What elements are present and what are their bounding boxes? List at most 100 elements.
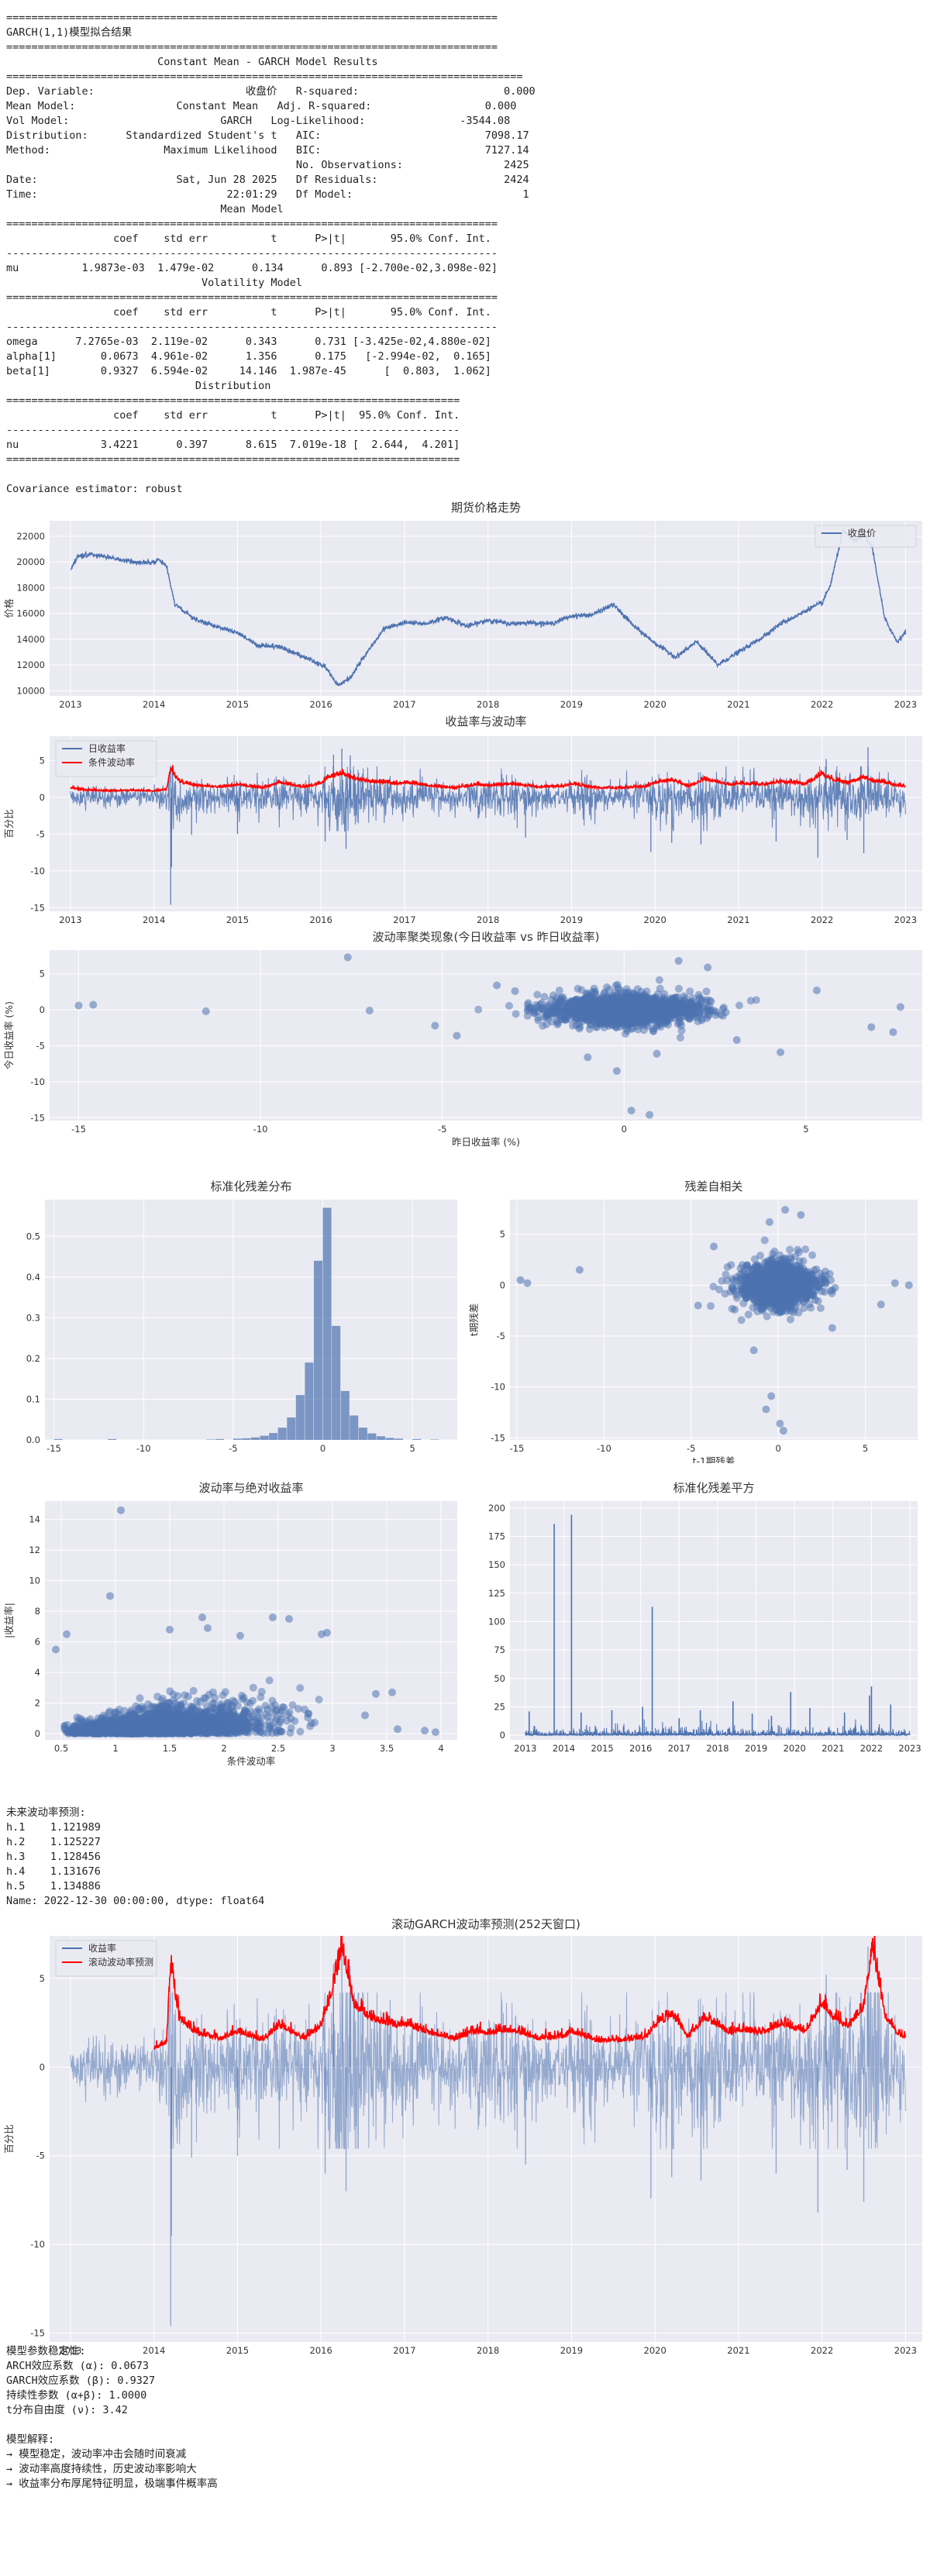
scatter-point (777, 1308, 785, 1317)
plot-marks (74, 953, 904, 1119)
scatter-point (718, 1276, 726, 1285)
scatter-point (728, 1275, 736, 1283)
scatter-point (808, 1251, 817, 1259)
garch-report-line: omega 7.2765e-03 2.119e-02 0.343 0.731 [… (6, 336, 491, 348)
x-tick-label: -15 (46, 1443, 61, 1454)
garch-report-line: ========================================… (6, 71, 523, 83)
y-tick-label: -15 (491, 1432, 505, 1443)
scatter-point-outlier (704, 963, 712, 972)
scatter-point (553, 1007, 561, 1015)
scatter-point (629, 990, 638, 998)
x-tick-label: 2020 (644, 914, 666, 925)
x-tick-label: -10 (136, 1443, 151, 1454)
x-tick-label: 2019 (560, 914, 583, 925)
legend-box (55, 740, 157, 777)
scatter-point (617, 1013, 625, 1021)
y-tick-label: 5 (40, 755, 45, 766)
scatter-point (722, 1008, 730, 1017)
y-tick-label: 5 (40, 969, 45, 980)
x-tick-label: 5 (803, 1124, 808, 1135)
histogram-bar (251, 1437, 260, 1440)
y-tick-label: 0.4 (26, 1272, 40, 1283)
scatter-point (709, 1283, 718, 1291)
y-tick-label: -10 (491, 1382, 505, 1393)
scatter-point (780, 1300, 789, 1308)
x-tick-label: 2014 (143, 914, 165, 925)
scatter-point (686, 987, 694, 996)
x-tick-label: -15 (510, 1443, 525, 1454)
x-tick-label: 2014 (143, 699, 165, 710)
histogram-bar (376, 1436, 385, 1440)
plot-marks (516, 1206, 913, 1435)
scatter-point (628, 1017, 636, 1025)
scatter-point (795, 1248, 803, 1256)
x-tick-label: 2021 (727, 914, 749, 925)
chart-title: 残差自相关 (684, 1180, 742, 1193)
x-tick-label: 2016 (310, 699, 332, 710)
price-series-line (70, 528, 907, 687)
legend-label: 收盘价 (848, 527, 876, 539)
scatter-point (593, 1010, 601, 1018)
scatter-point (794, 1308, 803, 1317)
x-tick-label: -5 (687, 1443, 695, 1454)
scatter-point-outlier (777, 1048, 785, 1056)
scatter-point (691, 1009, 699, 1018)
y-tick-label: 0 (500, 1279, 505, 1290)
price-chart: 2013 2014 2015 2016 2017 2018 2019 2020 2021 2022… (3, 501, 922, 710)
x-tick-label: -5 (438, 1124, 446, 1135)
garch-report-line: beta[1] 0.9327 6.594e-02 14.146 1.987e-4… (6, 365, 491, 377)
scatter-point (555, 1000, 563, 1009)
histogram-bar (232, 1438, 242, 1440)
scatter-point (649, 1013, 657, 1021)
scatter-point (649, 1007, 658, 1014)
scatter-point (649, 1027, 657, 1035)
scatter-point-outlier (493, 981, 501, 990)
scatter-point-outlier (732, 1036, 741, 1045)
scatter-point-outlier (365, 1006, 374, 1014)
garch-report-line: No. Observations: 2425 (6, 159, 529, 171)
garch-report-line: ========================================… (6, 394, 460, 407)
garch-report-line: ----------------------------------------… (6, 424, 460, 436)
chart-title: 收益率与波动率 (445, 715, 526, 728)
histogram-bar (385, 1438, 394, 1440)
y-tick-label: 5 (500, 1229, 505, 1240)
scatter-point (681, 994, 690, 1002)
y-tick-label: -15 (30, 902, 45, 913)
plot-marks (70, 528, 907, 687)
scatter-point (722, 1270, 730, 1279)
scatter-point (800, 1304, 808, 1312)
y-axis-label: 百分比 (3, 809, 15, 839)
scatter-point (628, 1007, 636, 1015)
scatter-point (706, 1007, 714, 1015)
y-tick-label: 20000 (16, 556, 45, 567)
y-axis-label: 价格 (3, 598, 15, 618)
scatter-point (592, 1023, 601, 1031)
volatility-series-line (70, 765, 907, 794)
y-tick-label: -15 (30, 1112, 45, 1123)
y-tick-label: 22000 (16, 531, 45, 542)
y-tick-label: 0.2 (26, 1353, 40, 1364)
scatter-point (827, 1276, 835, 1284)
histogram-bar (394, 1438, 404, 1440)
scatter-point (577, 986, 586, 994)
scatter-point (553, 994, 561, 1002)
scatter-point (826, 1286, 835, 1295)
scatter-point-outlier (896, 1003, 904, 1011)
x-tick-label: 2017 (393, 699, 415, 710)
y-tick-label: -10 (30, 866, 45, 876)
scatter-point (622, 1025, 631, 1033)
scatter-point (536, 1000, 545, 1009)
histogram-bar (53, 1438, 63, 1440)
grid-lines (50, 736, 922, 911)
scatter-point (575, 1020, 584, 1028)
scatter-point (657, 997, 666, 1005)
scatter-point (756, 1252, 764, 1260)
y-axis-label: t期残差 (468, 1303, 480, 1336)
scatter-point (527, 1004, 536, 1013)
legend-label: 日收益率 (88, 742, 126, 754)
histogram-bar (430, 1439, 439, 1440)
scatter-point-outlier (867, 1023, 876, 1031)
garch-report: ========================================… (6, 11, 536, 497)
x-tick-label: 2022 (811, 699, 833, 710)
legend-label: 条件波动率 (88, 756, 135, 768)
